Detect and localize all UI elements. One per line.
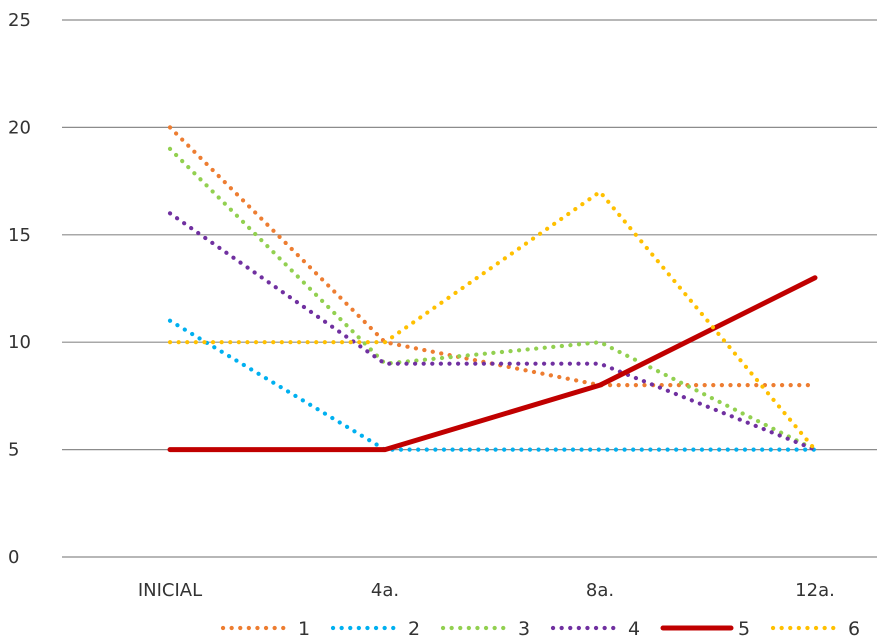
y-tick-label-20: 20 [8,117,31,138]
series-line-3 [167,146,818,452]
y-tick-label-15: 15 [8,225,31,246]
y-tick-label-5: 5 [8,440,19,461]
legend-label-2: 2 [408,618,420,640]
series-line-4 [167,211,818,452]
series-line-6 [167,189,818,452]
series-line-2 [167,318,818,452]
x-tick-label-2: 8a. [586,580,614,601]
legend-label-4: 4 [628,618,640,640]
legend-label-5: 5 [738,618,750,640]
legend-label-1: 1 [298,618,310,640]
y-tick-label-0: 0 [8,547,19,568]
legend-label-3: 3 [518,618,530,640]
series-line-5 [167,275,818,453]
x-tick-label-1: 4a. [371,580,399,601]
series-line-1 [167,125,818,388]
y-tick-label-25: 25 [8,10,31,31]
y-tick-label-10: 10 [8,332,31,353]
legend-label-6: 6 [848,618,860,640]
x-tick-label-0: INICIAL [138,580,202,601]
x-tick-label-3: 12a. [795,580,835,601]
